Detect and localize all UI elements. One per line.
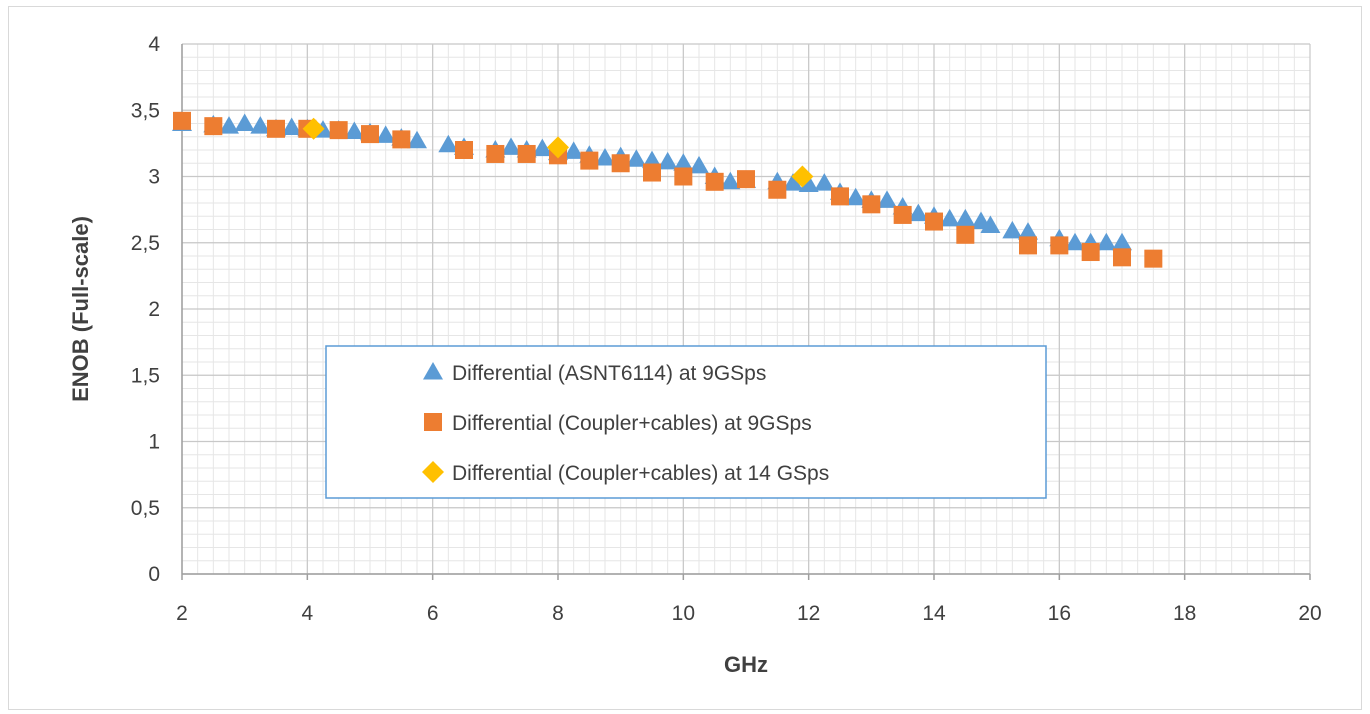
x-tick-label: 12 [797, 602, 820, 625]
x-tick-label: 6 [427, 602, 439, 625]
y-axis-title: ENOB (Full-scale) [68, 216, 93, 402]
y-tick-label: 3 [148, 166, 160, 189]
legend-marker-diamond [422, 461, 444, 483]
data-point-triangle [563, 141, 584, 159]
data-point-square [862, 195, 881, 214]
data-point-triangle [595, 147, 615, 166]
data-point-square [1019, 236, 1037, 255]
x-tick-label: 8 [552, 602, 564, 625]
data-point-triangle [980, 215, 1001, 234]
data-point-triangle [532, 138, 553, 157]
x-tick-label: 10 [672, 602, 695, 625]
data-point-triangle [1065, 232, 1085, 251]
data-point-triangle [720, 171, 741, 190]
y-tick-label: 2 [148, 298, 160, 321]
data-point-triangle [689, 155, 709, 174]
data-point-square [1081, 243, 1100, 262]
data-point-triangle [1096, 232, 1117, 251]
legend-item: Differential (Coupler+cables) at 14 GSps [422, 461, 829, 485]
y-tick-label: 1 [148, 431, 160, 454]
data-point-square [705, 172, 724, 191]
legend-label: Differential (Coupler+cables) at 9GSps [452, 412, 812, 435]
data-point-diamond [791, 165, 814, 188]
y-tick-label: 2,5 [131, 232, 160, 255]
data-point-triangle [375, 125, 396, 143]
x-tick-label: 16 [1048, 602, 1071, 625]
data-point-triangle [1018, 222, 1038, 240]
data-point-square [1144, 249, 1163, 268]
data-point-square [893, 205, 912, 224]
data-point-triangle [845, 187, 866, 206]
data-point-square [580, 151, 599, 170]
data-point-square [1050, 236, 1069, 255]
y-tick-label: 4 [148, 33, 160, 56]
x-tick-label: 20 [1298, 602, 1321, 625]
data-point-square [956, 225, 975, 244]
x-tick-label: 18 [1173, 602, 1196, 625]
y-tick-label: 1,5 [131, 364, 160, 387]
data-point-triangle [939, 208, 960, 227]
data-point-square [611, 154, 630, 173]
series-square [173, 111, 1163, 268]
legend: Differential (ASNT6114) at 9GSps Differen… [325, 345, 1047, 499]
data-point-diamond [302, 117, 325, 140]
data-point-square [737, 170, 755, 189]
legend-box [325, 345, 1047, 499]
legend-label: Differential (ASNT6114) at 9GSps [452, 362, 766, 385]
legend-item: Differential (ASNT6114) at 9GSps [423, 362, 766, 385]
legend-marker-triangle [423, 362, 443, 380]
data-point-triangle [955, 208, 976, 227]
legend-marker-square [424, 413, 442, 431]
data-point-square [329, 121, 348, 140]
data-point-square [768, 180, 787, 199]
legend-label: Differential (Coupler+cables) at 14 GSps [452, 462, 829, 485]
x-tick-label: 4 [301, 602, 313, 625]
data-point-square [643, 163, 661, 182]
x-axis-title: GHz [724, 652, 768, 677]
data-point-square [925, 212, 943, 231]
data-point-square [486, 144, 505, 163]
y-tick-label: 0,5 [131, 497, 160, 520]
series-diamond [302, 117, 814, 188]
data-point-triangle [673, 153, 694, 171]
tick-labels: 2 4 6 8 10 12 14 16 18 20 0 0,5 1 1,5 2 2,5 3 3,5 4 [131, 33, 1322, 625]
data-point-triangle [234, 113, 255, 131]
data-point-square [517, 144, 536, 163]
x-tick-label: 2 [176, 602, 188, 625]
data-point-triangle [250, 116, 271, 134]
data-point-triangle [281, 117, 302, 135]
data-point-square [831, 187, 849, 206]
data-point-triangle [814, 173, 835, 191]
data-point-triangle [501, 137, 521, 155]
data-point-square [267, 119, 285, 138]
data-series [172, 111, 1163, 268]
axes [181, 44, 1311, 580]
data-point-triangle [344, 121, 365, 139]
data-point-triangle [438, 134, 459, 153]
y-tick-label: 0 [148, 563, 160, 586]
data-point-triangle [1112, 232, 1132, 251]
data-point-square [173, 111, 191, 130]
data-point-square [455, 141, 473, 159]
data-point-square [204, 117, 223, 136]
data-point-diamond [547, 136, 569, 159]
data-point-triangle [1002, 220, 1023, 239]
y-tick-label: 3,5 [131, 99, 160, 122]
legend-item: Differential (Coupler+cables) at 9GSps [424, 412, 812, 435]
data-point-square [1113, 248, 1131, 267]
data-point-triangle [407, 130, 427, 149]
data-point-triangle [657, 151, 678, 170]
data-point-square [392, 130, 411, 149]
data-point-triangle [783, 173, 803, 191]
data-point-triangle [798, 174, 819, 192]
data-point-square [361, 125, 379, 144]
data-point-triangle [626, 149, 647, 167]
data-point-triangle [219, 116, 239, 134]
data-point-triangle [877, 190, 897, 208]
data-point-square [674, 167, 693, 186]
x-tick-label: 14 [922, 602, 946, 625]
data-point-triangle [908, 203, 929, 222]
